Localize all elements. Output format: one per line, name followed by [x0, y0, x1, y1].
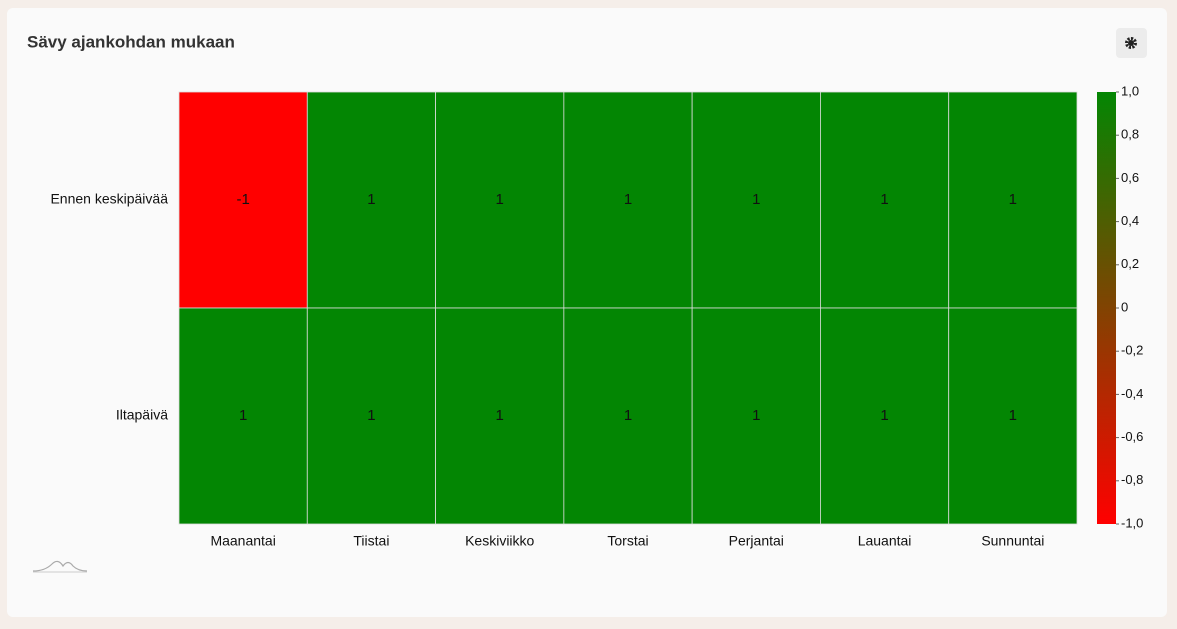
- cell-label: 1: [752, 191, 760, 208]
- heatmap-cell: [178, 91, 308, 309]
- cell-label: 1: [1009, 407, 1017, 424]
- x-tick-label: Keskiviikko: [465, 533, 534, 549]
- heatmap-cell: [948, 307, 1078, 525]
- cell-label: 1: [239, 407, 247, 424]
- y-tick-label: Ennen keskipäivää: [50, 191, 168, 207]
- heatmap-cell: [306, 307, 436, 525]
- colorbar-tick-label: 0,8: [1121, 127, 1139, 142]
- cell-label: 1: [752, 407, 760, 424]
- x-tick-label: Lauantai: [858, 533, 912, 549]
- heatmap-cell: [948, 91, 1078, 309]
- colorbar-tick-label: -0,8: [1121, 472, 1143, 487]
- cell-label: 1: [880, 191, 888, 208]
- heatmap-cell: [178, 307, 308, 525]
- x-tick-label: Sunnuntai: [981, 533, 1044, 549]
- heatmap-cell: [435, 91, 565, 309]
- heatmap-cell: [563, 91, 693, 309]
- cell-label: -1: [236, 191, 249, 208]
- x-tick-label: Tiistai: [353, 533, 389, 549]
- cell-label: 1: [496, 407, 504, 424]
- cell-label: 1: [367, 407, 375, 424]
- x-tick-label: Torstai: [607, 533, 648, 549]
- cell-label: 1: [1009, 191, 1017, 208]
- colorbar-tick-label: -0,6: [1121, 429, 1143, 444]
- colorbar: [1097, 92, 1116, 524]
- heatmap-cell: [691, 91, 821, 309]
- colorbar-tick-label: 0,2: [1121, 256, 1139, 271]
- colorbar-tick-label: -1,0: [1121, 515, 1143, 530]
- cell-label: 1: [367, 191, 375, 208]
- x-tick-label: Maanantai: [210, 533, 275, 549]
- colorbar-tick-label: -0,2: [1121, 343, 1143, 358]
- cell-label: 1: [624, 407, 632, 424]
- x-tick-label: Perjantai: [729, 533, 784, 549]
- colorbar-tick-label: 1,0: [1121, 83, 1139, 98]
- cell-label: 1: [496, 191, 504, 208]
- cell-label: 1: [880, 407, 888, 424]
- logo: [32, 560, 88, 572]
- cell-label: 1: [624, 191, 632, 208]
- heatmap-cell: [820, 307, 950, 525]
- heatmap-cell: [435, 307, 565, 525]
- colorbar-tick-label: -0,4: [1121, 386, 1143, 401]
- colorbar-tick-label: 0,4: [1121, 213, 1139, 228]
- settings-button[interactable]: [1116, 28, 1147, 58]
- heatmap-cell: [563, 307, 693, 525]
- colorbar-tick-label: 0: [1121, 299, 1128, 314]
- gear-icon-core[interactable]: [1128, 40, 1134, 46]
- heatmap-cell: [820, 91, 950, 309]
- colorbar-tick-label: 0,6: [1121, 170, 1139, 185]
- heatmap-cell: [691, 307, 821, 525]
- gear-icon[interactable]: [1125, 37, 1137, 49]
- chart-title: Sävy ajankohdan mukaan: [27, 32, 235, 51]
- y-tick-label: Iltapäivä: [116, 407, 168, 423]
